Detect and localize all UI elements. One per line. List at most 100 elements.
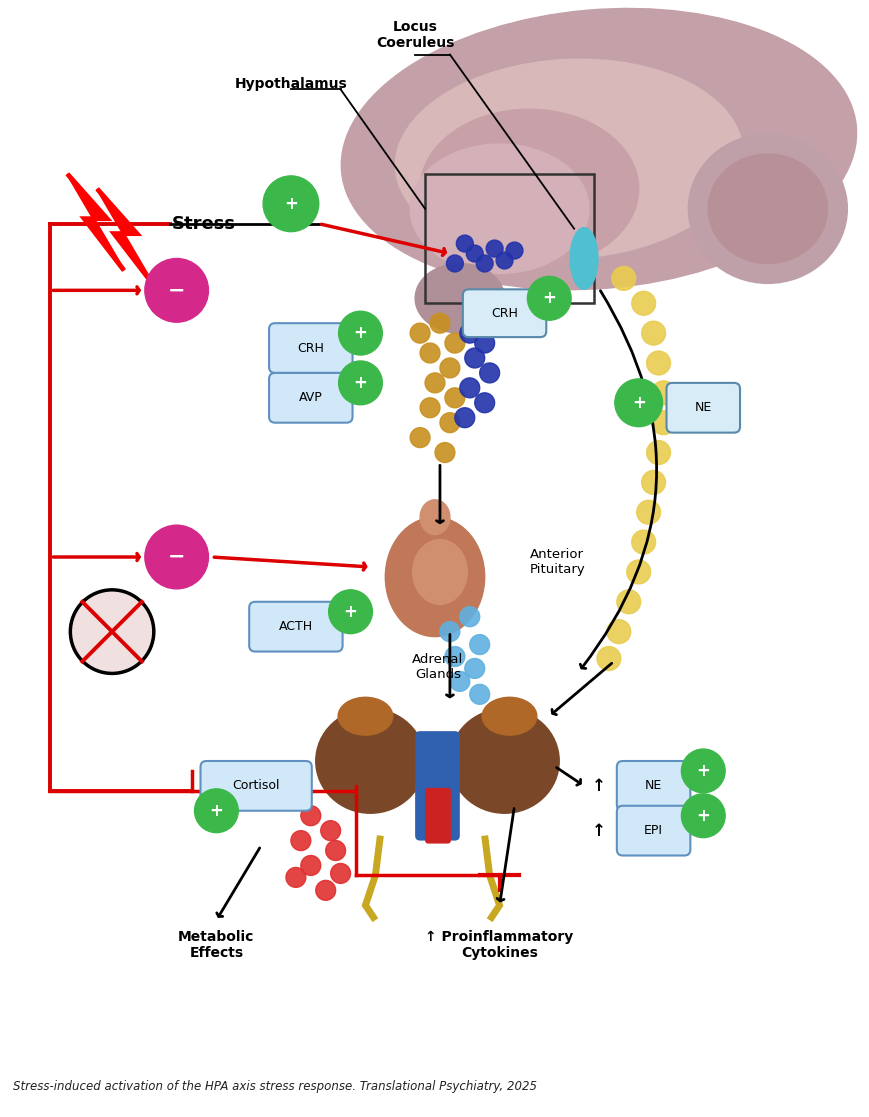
Ellipse shape [338,697,392,735]
Ellipse shape [569,228,597,289]
Circle shape [429,313,449,333]
Ellipse shape [449,709,559,813]
Text: −: − [168,280,185,300]
Text: +: + [353,324,367,342]
Circle shape [328,590,372,633]
Ellipse shape [395,59,742,259]
Circle shape [680,750,724,793]
Circle shape [145,525,209,589]
Ellipse shape [707,154,826,264]
Circle shape [631,292,655,315]
Text: Stress-induced activation of the HPA axis stress response. Translational Psychia: Stress-induced activation of the HPA axi… [13,1080,536,1092]
Text: +: + [343,603,357,621]
Circle shape [456,235,473,252]
Circle shape [611,267,635,290]
Circle shape [469,685,489,705]
Circle shape [425,373,444,393]
Text: CRH: CRH [297,342,324,354]
Circle shape [434,442,454,462]
Circle shape [596,647,620,670]
Text: NE: NE [693,401,711,414]
FancyBboxPatch shape [462,289,546,337]
Text: AVP: AVP [299,391,322,404]
Circle shape [70,590,154,674]
Circle shape [446,255,463,271]
Text: ACTH: ACTH [278,620,313,633]
Ellipse shape [412,540,467,604]
Circle shape [626,560,650,584]
Circle shape [290,831,310,850]
Text: ↑: ↑ [591,822,605,840]
Text: Hypothalamus: Hypothalamus [235,77,347,92]
Circle shape [651,411,674,435]
Circle shape [440,622,460,641]
Circle shape [474,333,494,353]
Circle shape [616,590,640,613]
Ellipse shape [420,499,449,535]
Text: +: + [541,289,555,307]
Circle shape [301,856,321,876]
Text: Adrenal
Glands: Adrenal Glands [412,653,463,681]
Circle shape [651,381,674,404]
Text: EPI: EPI [643,824,662,837]
FancyBboxPatch shape [666,383,740,432]
Text: +: + [695,806,709,824]
Polygon shape [67,174,124,270]
Circle shape [409,428,429,448]
Circle shape [444,388,464,408]
Circle shape [325,841,345,860]
Circle shape [641,470,665,495]
Circle shape [454,408,474,428]
Text: Locus
Coeruleus: Locus Coeruleus [375,19,454,50]
Circle shape [195,789,238,832]
Text: −: − [168,547,185,567]
Text: Cortisol: Cortisol [232,780,280,792]
Circle shape [420,398,440,418]
Circle shape [460,323,479,343]
Circle shape [315,880,335,900]
Circle shape [466,245,482,262]
FancyBboxPatch shape [616,805,690,856]
Circle shape [301,805,321,825]
Circle shape [440,359,460,378]
Circle shape [286,868,306,887]
Circle shape [330,863,350,884]
Circle shape [321,821,341,841]
Circle shape [444,647,464,667]
FancyBboxPatch shape [269,373,352,422]
Circle shape [475,255,493,271]
Text: +: + [631,394,645,412]
Circle shape [460,378,479,398]
Ellipse shape [481,697,536,735]
Text: Stress: Stress [171,214,235,232]
Circle shape [460,607,479,627]
Circle shape [145,258,209,322]
FancyBboxPatch shape [425,787,450,843]
Circle shape [607,620,630,643]
Circle shape [527,276,570,321]
Ellipse shape [420,109,638,268]
Circle shape [338,361,381,404]
FancyBboxPatch shape [269,323,352,373]
FancyBboxPatch shape [249,602,342,651]
Circle shape [636,500,660,524]
Circle shape [506,242,522,259]
Circle shape [646,351,670,375]
Circle shape [440,412,460,432]
Circle shape [486,240,502,257]
Text: Anterior
Pituitary: Anterior Pituitary [528,548,585,576]
Text: +: + [353,374,367,392]
Ellipse shape [385,517,484,637]
Circle shape [614,379,662,427]
Circle shape [409,323,429,343]
FancyBboxPatch shape [616,761,690,811]
Ellipse shape [315,709,425,813]
Ellipse shape [415,264,504,333]
Circle shape [646,440,670,465]
Text: +: + [283,194,297,212]
Circle shape [444,333,464,353]
Circle shape [680,794,724,838]
Text: ↑: ↑ [591,776,605,795]
Ellipse shape [341,9,856,289]
Text: +: + [695,762,709,780]
